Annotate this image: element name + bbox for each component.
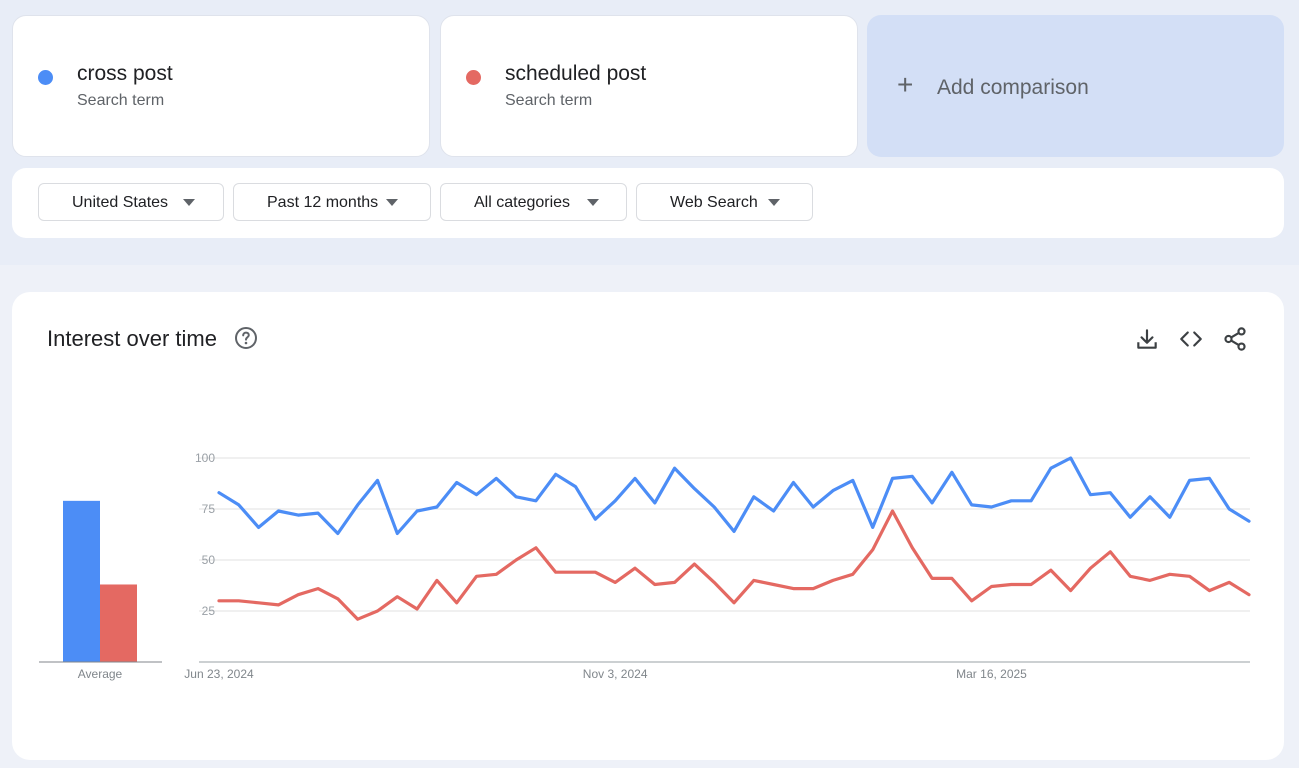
add-comparison-button[interactable]: + Add comparison — [867, 15, 1284, 157]
x-tick-label: Jun 23, 2024 — [184, 667, 254, 681]
term-card-cross-post[interactable]: cross post Search term — [12, 15, 430, 157]
chevron-down-icon — [768, 199, 780, 206]
help-icon[interactable] — [234, 326, 258, 350]
filter-bar: United States Past 12 months All categor… — [12, 168, 1284, 238]
average-bar-scheduled-post — [100, 584, 137, 662]
series-line-cross-post[interactable] — [217, 456, 1251, 536]
time-range-dropdown-label: Past 12 months — [267, 194, 379, 211]
chevron-down-icon — [587, 199, 599, 206]
term-label[interactable]: cross post — [77, 62, 173, 85]
term-type-label: Search term — [77, 92, 165, 109]
add-comparison-label: Add comparison — [937, 76, 1089, 99]
download-icon[interactable] — [1134, 326, 1160, 352]
interest-chart: Average 25 50 75 100 Jun 23, 2024 Nov 3, 2024… — [39, 451, 1251, 681]
x-tick-label: Nov 3, 2024 — [583, 667, 648, 681]
average-label: Average — [78, 667, 123, 681]
term-label[interactable]: scheduled post — [505, 62, 647, 85]
section-title: Interest over time — [47, 326, 217, 351]
category-dropdown[interactable]: All categories — [440, 183, 627, 221]
y-tick-label: 75 — [202, 502, 216, 516]
interest-over-time-card: Interest over time Average 25 50 75 100 Jun … — [12, 292, 1284, 760]
term-type-label: Search term — [505, 92, 593, 109]
series-line-scheduled-post[interactable] — [217, 509, 1251, 621]
average-bar-chart: Average — [39, 500, 162, 681]
term-card-scheduled-post[interactable]: scheduled post Search term — [440, 15, 858, 157]
plus-icon: + — [897, 69, 914, 100]
series-color-dot — [466, 70, 481, 85]
chevron-down-icon — [183, 199, 195, 206]
chevron-down-icon — [386, 199, 398, 206]
category-dropdown-label: All categories — [474, 194, 571, 211]
series-color-dot — [38, 70, 53, 85]
y-tick-label: 50 — [202, 553, 216, 567]
x-tick-label: Mar 16, 2025 — [956, 667, 1027, 681]
region-dropdown-label: United States — [72, 194, 169, 211]
timeline-chart: 25 50 75 100 Jun 23, 2024 Nov 3, 2024 Mar 16, … — [184, 451, 1251, 681]
search-property-dropdown[interactable]: Web Search — [636, 183, 813, 221]
share-icon[interactable] — [1222, 326, 1248, 352]
embed-code-icon[interactable] — [1178, 326, 1204, 352]
average-bar-cross-post — [63, 500, 100, 662]
y-tick-label: 100 — [195, 451, 215, 465]
y-tick-label: 25 — [202, 604, 216, 618]
search-property-dropdown-label: Web Search — [670, 194, 758, 211]
region-dropdown[interactable]: United States — [38, 183, 224, 221]
time-range-dropdown[interactable]: Past 12 months — [233, 183, 431, 221]
